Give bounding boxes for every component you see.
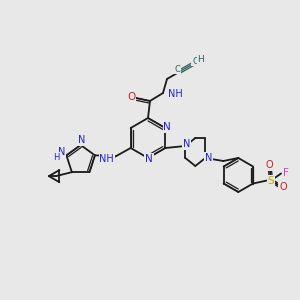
Text: H: H (53, 153, 60, 162)
Text: O: O (279, 182, 287, 193)
Text: N: N (183, 139, 190, 149)
Text: N: N (78, 135, 85, 145)
Text: N: N (145, 154, 153, 164)
Text: O: O (265, 160, 273, 170)
Text: C: C (192, 56, 198, 65)
Text: F: F (283, 167, 289, 178)
Text: N: N (205, 153, 212, 163)
Text: NH: NH (99, 154, 114, 164)
Text: N: N (164, 122, 171, 132)
Text: O: O (127, 92, 135, 102)
Text: C: C (174, 64, 180, 74)
Text: S: S (268, 176, 274, 185)
Text: H: H (198, 55, 204, 64)
Text: N: N (58, 147, 65, 158)
Text: NH: NH (168, 89, 183, 99)
